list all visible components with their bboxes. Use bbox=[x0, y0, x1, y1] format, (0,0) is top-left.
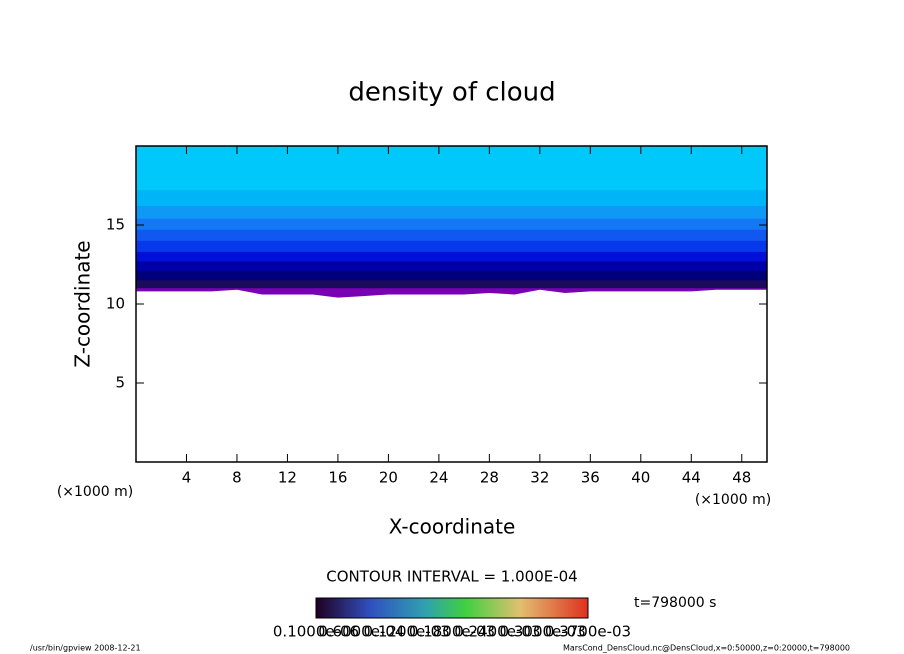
x-tick-label: 16 bbox=[328, 469, 347, 487]
colorbar-label: 0.1200e-03 bbox=[364, 623, 450, 641]
x-tick-label: 44 bbox=[682, 469, 701, 487]
x-tick-label: 28 bbox=[480, 469, 499, 487]
x-tick-label: 4 bbox=[182, 469, 192, 487]
contour-layer bbox=[136, 146, 767, 191]
x-tick-label: 24 bbox=[429, 469, 448, 487]
x-tick-label: 8 bbox=[232, 469, 242, 487]
colorbar-label: 0.3700e-03 bbox=[545, 623, 631, 641]
y-tick-label: 10 bbox=[106, 295, 125, 313]
y-unit: (×1000 m) bbox=[57, 484, 133, 500]
x-tick-label: 20 bbox=[379, 469, 398, 487]
contour-interval: CONTOUR INTERVAL = 1.000E-04 bbox=[326, 568, 577, 586]
chart-title: density of cloud bbox=[348, 78, 555, 108]
footer-right: MarsCond_DensCloud.nc@DensCloud,x=0:5000… bbox=[563, 644, 850, 653]
colorbar-label: 0.3000e-03 bbox=[500, 623, 586, 641]
x-tick-label: 40 bbox=[631, 469, 650, 487]
x-tick-label: 12 bbox=[278, 469, 297, 487]
x-axis-label: X-coordinate bbox=[389, 515, 516, 539]
time-label: t=798000 s bbox=[634, 595, 716, 611]
x-tick-label: 48 bbox=[732, 469, 751, 487]
x-tick-label: 36 bbox=[581, 469, 600, 487]
colorbar-label: 0.1800e-03 bbox=[409, 623, 495, 641]
colorbar-label: 0.6000e-04 bbox=[318, 623, 404, 641]
contour-field bbox=[136, 146, 767, 298]
y-axis-label: Z-coordinate bbox=[71, 240, 95, 367]
colorbar bbox=[315, 597, 589, 619]
footer-left: /usr/bin/gpview 2008-12-21 bbox=[30, 644, 141, 653]
colorbar-label: 0.1000e-06 bbox=[273, 623, 359, 641]
x-unit: (×1000 m) bbox=[695, 492, 771, 508]
y-tick-label: 15 bbox=[106, 216, 125, 234]
x-tick-label: 32 bbox=[530, 469, 549, 487]
colorbar-label: 0.2400e-03 bbox=[454, 623, 540, 641]
y-tick-label: 5 bbox=[115, 374, 125, 392]
